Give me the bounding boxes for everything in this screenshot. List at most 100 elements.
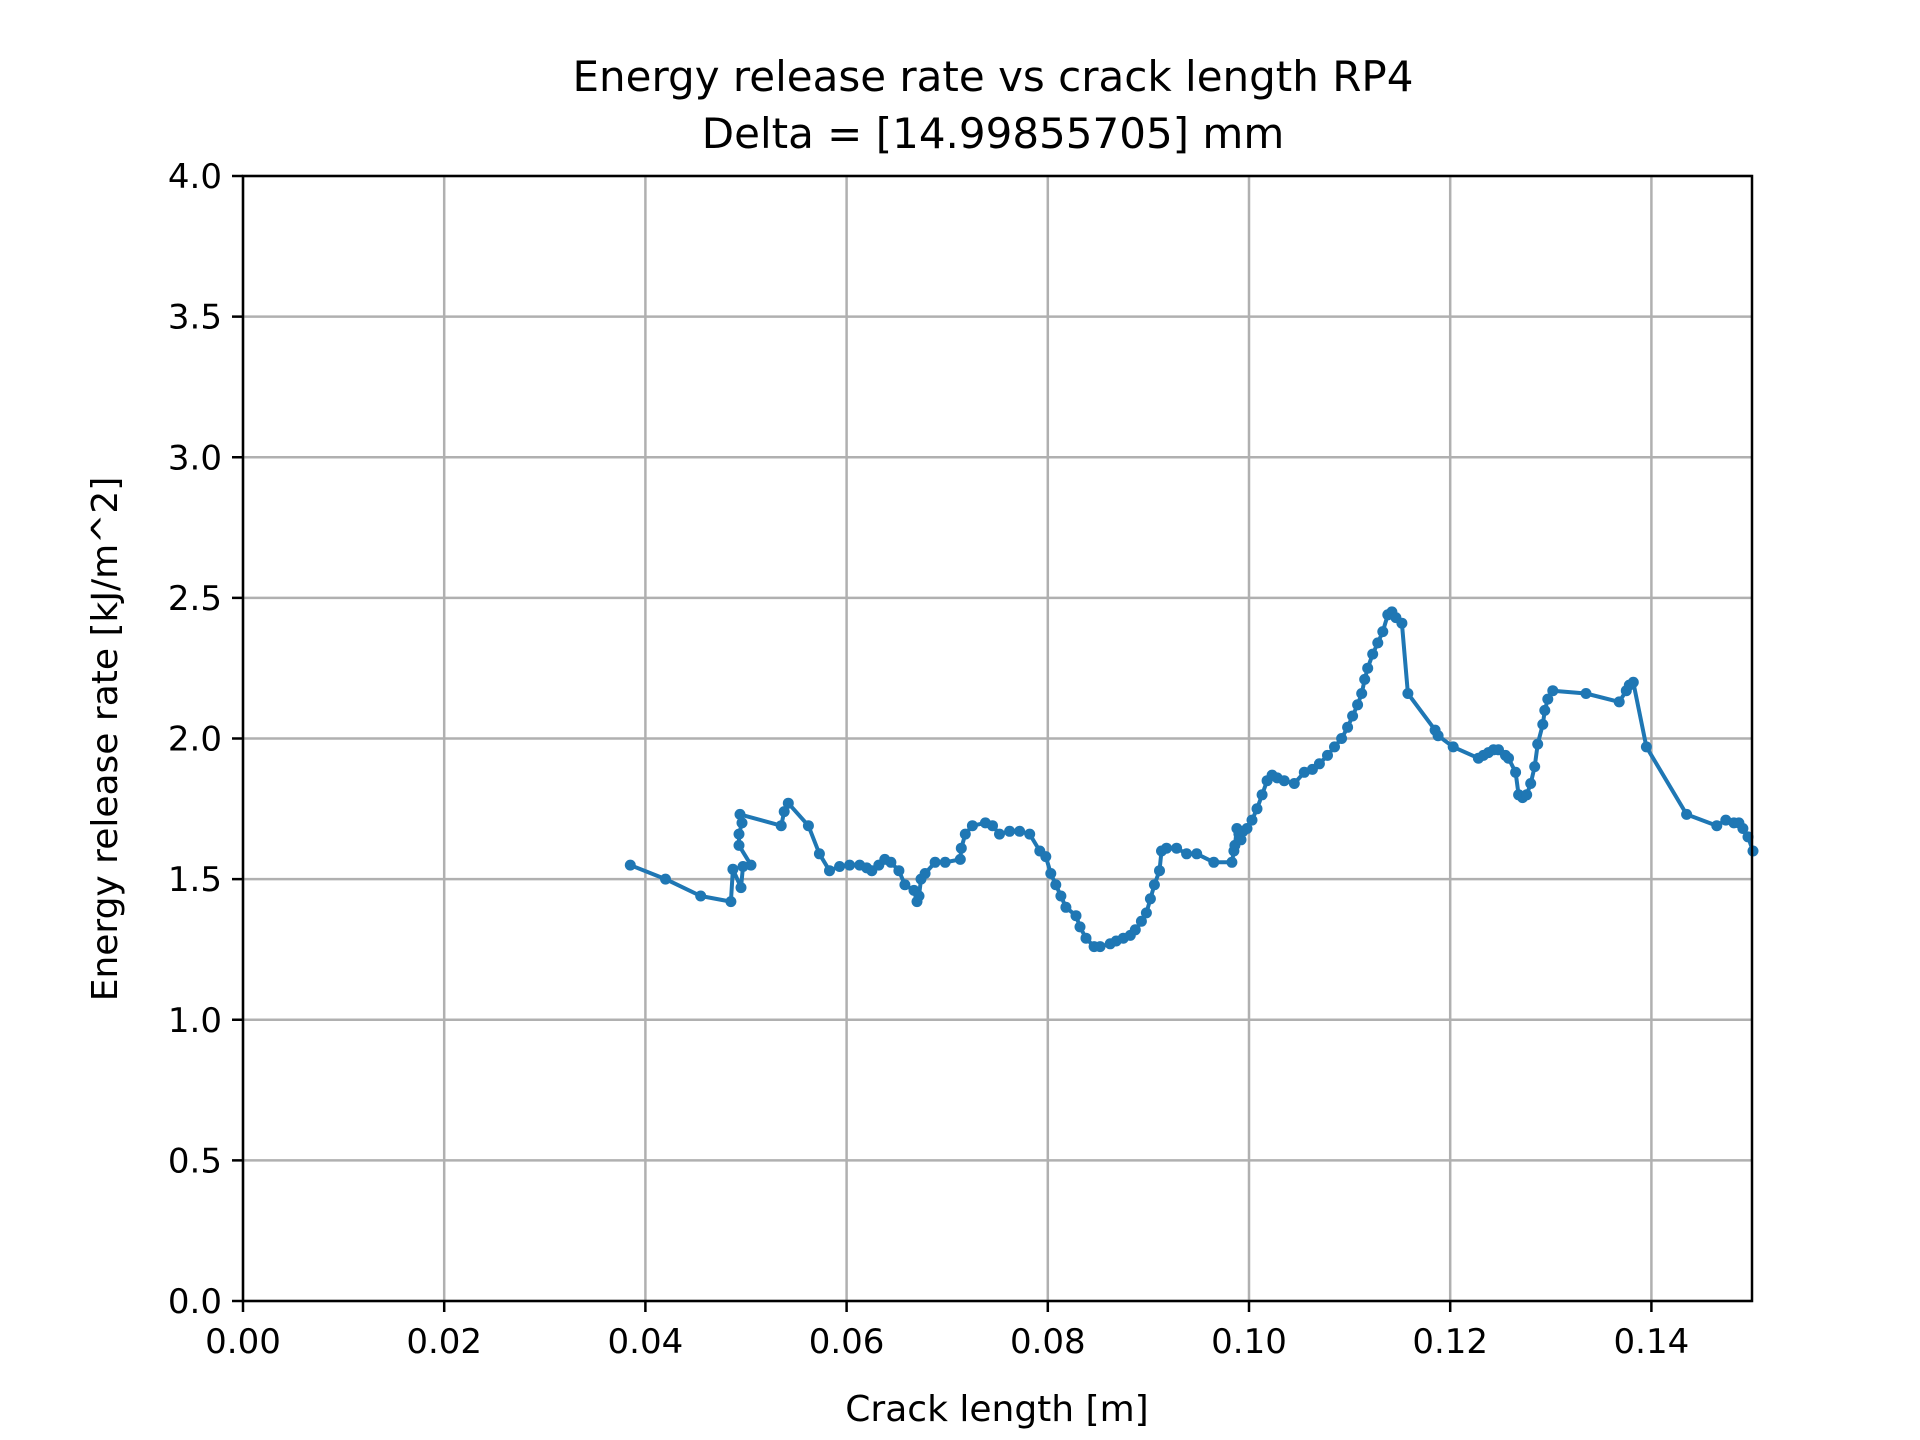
chart-subtitle: Delta = [14.99855705] mm	[702, 109, 1284, 158]
data-point	[1525, 778, 1537, 789]
plot-frame	[241, 174, 1754, 1303]
x-tick-label: 0.10	[1211, 1322, 1287, 1362]
data-point	[1537, 718, 1549, 730]
data-point	[1171, 842, 1183, 854]
data-point	[844, 859, 856, 871]
data-point	[899, 879, 911, 891]
data-point	[1241, 823, 1253, 834]
data-point	[824, 865, 835, 877]
data-point	[1542, 693, 1554, 705]
data-point	[1135, 915, 1147, 927]
y-tick-label: 0.5	[168, 1141, 222, 1181]
data-point	[695, 890, 707, 902]
data-point	[1362, 662, 1374, 674]
data-point	[1313, 758, 1325, 770]
data-point	[1055, 890, 1067, 902]
data-point	[939, 856, 951, 868]
data-series	[624, 606, 1759, 953]
y-tick-label: 1.5	[168, 860, 222, 900]
data-point	[745, 859, 757, 871]
data-point	[955, 842, 967, 854]
data-point	[1235, 834, 1247, 846]
data-point	[1045, 868, 1057, 879]
y-tick-label: 2.0	[168, 720, 222, 760]
data-point	[1580, 688, 1592, 699]
data-point	[1510, 766, 1522, 778]
x-tick-label: 0.12	[1412, 1322, 1488, 1362]
data-point	[1402, 688, 1414, 699]
data-point	[736, 817, 748, 829]
data-point	[885, 856, 897, 868]
data-point	[1226, 856, 1238, 868]
data-point	[802, 820, 814, 832]
y-tick-label: 0.0	[168, 1282, 222, 1322]
data-point	[1208, 856, 1220, 868]
data-point	[1539, 704, 1551, 716]
data-point	[1014, 825, 1026, 837]
data-point	[1503, 752, 1514, 764]
data-point	[735, 882, 747, 894]
data-point	[1144, 893, 1156, 905]
data-point	[1074, 921, 1086, 933]
data-point	[1737, 823, 1749, 834]
data-point	[1377, 626, 1389, 638]
data-point	[1094, 941, 1106, 953]
data-point	[929, 856, 941, 868]
data-point	[1447, 741, 1459, 753]
data-point	[1278, 775, 1290, 787]
data-point	[1627, 676, 1639, 688]
data-point	[1613, 696, 1625, 708]
data-point	[994, 828, 1005, 840]
data-point	[1342, 721, 1354, 733]
data-point	[778, 806, 790, 818]
y-tick-label: 1.0	[168, 1001, 222, 1041]
data-point	[1050, 879, 1062, 891]
chart-title: Energy release rate vs crack length RP4	[573, 52, 1414, 101]
data-point	[1070, 910, 1082, 922]
data-point	[733, 839, 745, 851]
data-point	[1288, 778, 1300, 789]
data-point	[1181, 848, 1193, 860]
data-point	[919, 868, 931, 879]
data-point	[775, 820, 787, 832]
data-point	[1191, 848, 1203, 860]
data-point	[733, 828, 745, 840]
data-point	[834, 861, 846, 872]
data-point	[1711, 820, 1723, 832]
data-point	[1356, 688, 1368, 699]
data-point	[1529, 761, 1541, 773]
axis-ticks: 0.00 0.02 0.04 0.06 0.08 0.10 0.12 0.14 0.0 0.5 1.…	[168, 157, 1689, 1362]
x-tick-label: 0.06	[809, 1322, 885, 1362]
data-point	[1140, 907, 1152, 919]
data-point	[1251, 803, 1263, 815]
x-tick-label: 0.02	[406, 1322, 482, 1362]
data-point	[1024, 828, 1036, 840]
data-point	[1154, 865, 1165, 877]
data-point	[782, 797, 794, 809]
data-point	[1396, 617, 1408, 629]
data-point	[1352, 699, 1364, 711]
data-point	[1547, 685, 1559, 697]
data-point	[913, 890, 925, 902]
data-point	[660, 873, 671, 885]
y-tick-label: 4.0	[168, 157, 222, 197]
data-point	[1322, 749, 1333, 761]
data-point	[1148, 879, 1160, 891]
data-point	[1256, 789, 1268, 801]
data-point	[1532, 738, 1544, 750]
data-point	[1347, 710, 1359, 722]
data-point	[987, 820, 998, 832]
data-point	[1336, 733, 1348, 744]
x-axis-label: Crack length [m]	[845, 1389, 1148, 1430]
data-point	[1367, 648, 1379, 660]
data-point	[624, 859, 636, 871]
data-point	[725, 896, 737, 908]
data-point	[1004, 825, 1016, 837]
data-point	[893, 865, 905, 877]
data-point	[1161, 842, 1172, 854]
y-axis-label: Energy release rate [kJ/m^2]	[85, 477, 126, 1002]
x-tick-label: 0.04	[608, 1322, 684, 1362]
data-point	[727, 863, 739, 875]
